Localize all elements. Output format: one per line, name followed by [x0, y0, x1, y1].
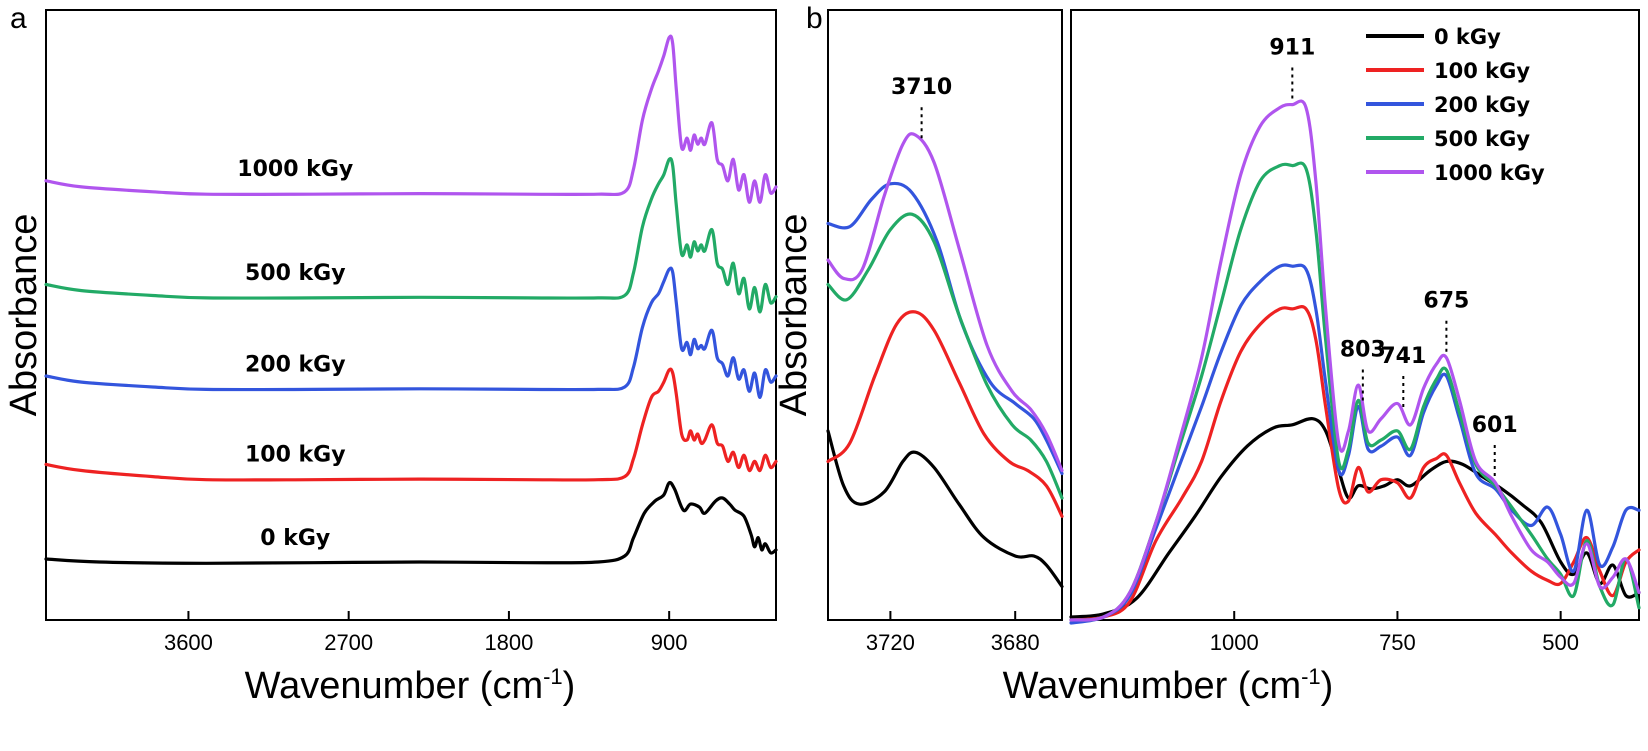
panel-b-right-plot-frame	[1070, 9, 1640, 621]
panel-b-right-line-1000-kgy	[1069, 99, 1641, 622]
panel-a-series-labels: 0 kGy 100 kGy 200 kGy 500 kGy 1000 kGy	[237, 157, 353, 551]
panel-a-line-500-kgy	[44, 157, 778, 314]
panel-b-y-axis-title: Absorbance	[773, 214, 815, 417]
panel-a-x-tick-label-900: 900	[651, 630, 688, 655]
panel-a-line-1000-kgy	[44, 34, 778, 204]
panel-b-right-line-500-kgy	[1069, 161, 1641, 622]
panel-a-x-tick-label-1800: 1800	[484, 630, 533, 655]
panel-b-right-line-200-kgy	[1069, 263, 1641, 625]
panel-a-letter: a	[10, 2, 27, 35]
panel-a-series-label-500-kgy: 500 kGy	[245, 261, 346, 286]
panel-a-series-label-100-kgy: 100 kGy	[245, 443, 346, 468]
panel-b-x-ticks: 3720 3680 1000 750 500	[866, 611, 1579, 655]
panel-b-left-plot-frame	[827, 9, 1063, 621]
legend-label-0-kgy: 0 kGy	[1434, 25, 1501, 49]
panel-b-right-series	[1069, 99, 1641, 625]
panel-a-y-axis-title: Absorbance	[3, 214, 45, 417]
panel-b-left-peak-label-3710: 3710	[891, 75, 952, 100]
panel-a-line-0-kgy	[44, 480, 778, 565]
panel-b-left-line-200-kgy	[826, 181, 1064, 476]
legend-label-1000-kgy: 1000 kGy	[1434, 161, 1545, 185]
panel-a-line-200-kgy	[44, 266, 778, 400]
panel-b-right-line-100-kgy	[1069, 305, 1641, 622]
panel-a-series-label-0-kgy: 0 kGy	[260, 526, 330, 551]
panel-b-right-peak-label-803: 803	[1340, 338, 1386, 363]
panel-b-x-axis-title: Wavenumber (cm-1)	[1003, 664, 1334, 707]
panel-b-left-line-500-kgy	[826, 212, 1064, 500]
panel-b-right-peak-label-675: 675	[1423, 289, 1469, 314]
panel-b-letter: b	[806, 2, 823, 35]
panel-b-right-peak-label-911: 911	[1269, 36, 1315, 61]
panel-a-x-tick-label-3600: 3600	[164, 630, 213, 655]
panel-a-series-label-200-kgy: 200 kGy	[245, 352, 346, 377]
panel-b-left-line-0-kgy	[826, 429, 1064, 589]
panel-a-x-tick-label-2700: 2700	[324, 630, 373, 655]
panel-b-right-x-tick-label-750: 750	[1379, 630, 1416, 655]
panel-a-series	[44, 34, 778, 565]
legend-label-500-kgy: 500 kGy	[1434, 127, 1530, 151]
panel-b-right-x-tick-label-500: 500	[1542, 630, 1579, 655]
panel-b-right-peak-label-741: 741	[1380, 344, 1426, 369]
legend-label-100-kgy: 100 kGy	[1434, 59, 1530, 83]
panel-b-right-x-tick-label-1000: 1000	[1210, 630, 1259, 655]
panel-b-left-x-tick-label-3680: 3680	[991, 630, 1040, 655]
panel-a-plot-frame	[45, 9, 777, 621]
panel-b-right-peak-label-601: 601	[1472, 413, 1518, 438]
panel-a-x-ticks: 3600 2700 1800 900	[164, 611, 688, 655]
legend-label-200-kgy: 200 kGy	[1434, 93, 1530, 117]
panel-a-line-100-kgy	[44, 367, 778, 482]
panel-b-left-line-1000-kgy	[826, 132, 1064, 473]
panel-b-left-x-tick-label-3720: 3720	[866, 630, 915, 655]
panel-b-legend: 0 kGy 100 kGy 200 kGy 500 kGy 1000 kGy	[1366, 25, 1545, 185]
panel-b-right-line-0-kgy	[1069, 417, 1641, 619]
panel-a-series-label-1000-kgy: 1000 kGy	[237, 157, 353, 182]
panel-a-x-axis-title: Wavenumber (cm-1)	[245, 664, 576, 707]
panel-b-left-line-100-kgy	[826, 310, 1064, 518]
panel-b-left-series	[826, 132, 1064, 589]
